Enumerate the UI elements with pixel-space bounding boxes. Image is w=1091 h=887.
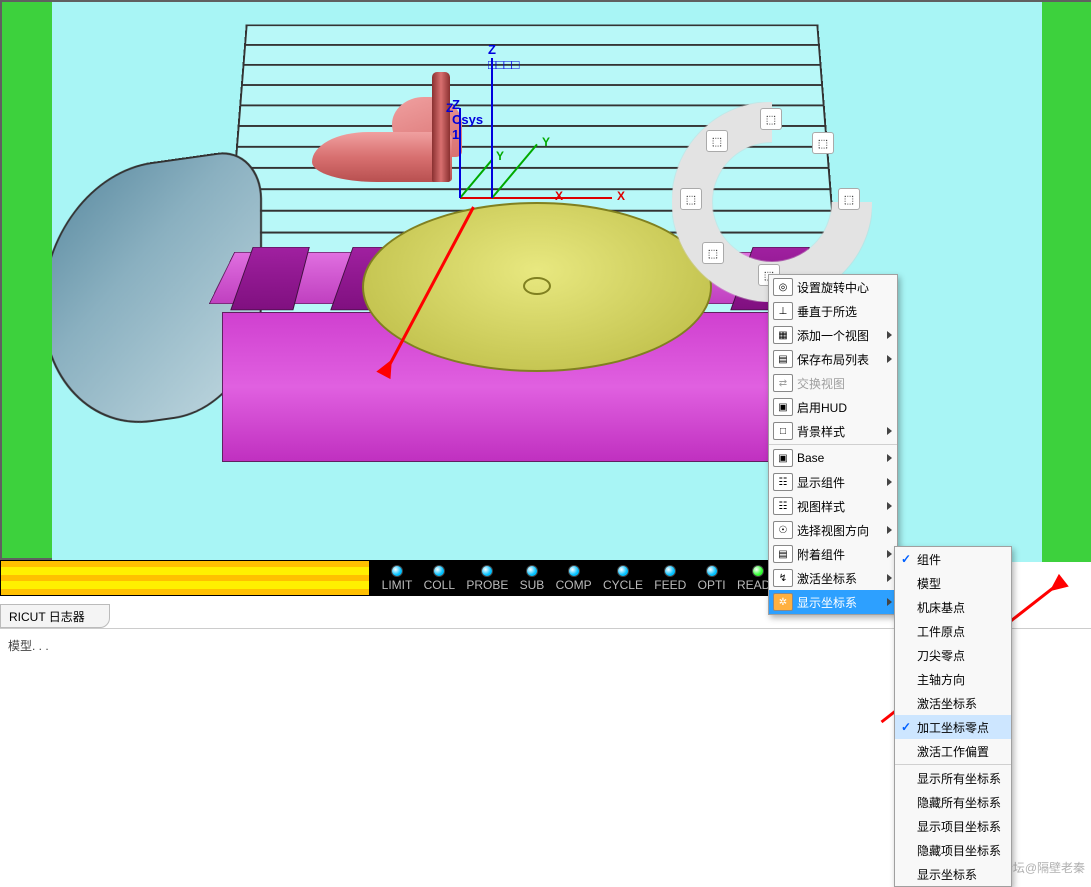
- submenu-item[interactable]: 加工坐标零点: [895, 715, 1011, 739]
- menu-item[interactable]: ↯激活坐标系: [769, 566, 897, 590]
- led-panel: LIMITCOLLPROBESUBCOMPCYCLEFEEDOPTIREADY: [370, 560, 790, 596]
- submenu-item[interactable]: 主轴方向: [895, 667, 1011, 691]
- ring-icon[interactable]: ⬚: [680, 188, 702, 210]
- ring-icon[interactable]: ⬚: [702, 242, 724, 264]
- submenu-item[interactable]: 模型: [895, 571, 1011, 595]
- turntable-disc: [362, 202, 712, 372]
- context-submenu-csys[interactable]: 组件模型机床基点工件原点刀尖零点主轴方向激活坐标系加工坐标零点激活工作偏置显示所…: [894, 546, 1012, 887]
- right-frame-bar: [1042, 2, 1091, 562]
- ring-icon[interactable]: ⬚: [812, 132, 834, 154]
- ring-icon[interactable]: ⬚: [706, 130, 728, 152]
- ring-icon[interactable]: ⬚: [760, 108, 782, 130]
- warning-stripe: [0, 560, 370, 596]
- submenu-item[interactable]: 工件原点: [895, 619, 1011, 643]
- menu-item[interactable]: □背景样式: [769, 419, 897, 443]
- menu-item[interactable]: ▤附着组件: [769, 542, 897, 566]
- menu-item[interactable]: ☉选择视图方向: [769, 518, 897, 542]
- status-led-coll: COLL: [424, 565, 455, 592]
- status-led-probe: PROBE: [466, 565, 508, 592]
- menu-item[interactable]: ▤保存布局列表: [769, 347, 897, 371]
- log-tab[interactable]: RICUT 日志器: [0, 604, 110, 628]
- radial-menu[interactable]: ⬚ ⬚ ⬚ ⬚ ⬚ ⬚ ⬚: [672, 102, 872, 302]
- status-led-feed: FEED: [654, 565, 686, 592]
- submenu-item[interactable]: 激活坐标系: [895, 691, 1011, 715]
- csys-label: Z Csys 1: [452, 97, 492, 142]
- submenu-item[interactable]: 隐藏项目坐标系: [895, 838, 1011, 862]
- submenu-item[interactable]: 组件: [895, 547, 1011, 571]
- submenu-item[interactable]: 激活工作偏置: [895, 739, 1011, 763]
- z-axis-label: Z □□□□: [488, 42, 519, 72]
- menu-item[interactable]: ▦添加一个视图: [769, 323, 897, 347]
- menu-item[interactable]: ▣Base: [769, 446, 897, 470]
- menu-item[interactable]: ☷视图样式: [769, 494, 897, 518]
- submenu-item[interactable]: 刀尖零点: [895, 643, 1011, 667]
- submenu-item[interactable]: 机床基点: [895, 595, 1011, 619]
- ring-icon[interactable]: ⬚: [838, 188, 860, 210]
- menu-item[interactable]: ⇄交换视图: [769, 371, 897, 395]
- menu-item[interactable]: ☷显示组件: [769, 470, 897, 494]
- status-led-cycle: CYCLE: [603, 565, 643, 592]
- viewport-frame: X Y Z X Y Z □□□□ Z Csys 1 ⬚ ⬚ ⬚ ⬚ ⬚ ⬚ ⬚: [0, 0, 1091, 560]
- menu-item[interactable]: ✲显示坐标系: [769, 590, 897, 614]
- context-menu-main[interactable]: ◎设置旋转中心⊥垂直于所选▦添加一个视图▤保存布局列表⇄交换视图▣启用HUD□背…: [768, 274, 898, 615]
- menu-item[interactable]: ▣启用HUD: [769, 395, 897, 419]
- status-led-opti: OPTI: [698, 565, 726, 592]
- submenu-item[interactable]: 显示所有坐标系: [895, 766, 1011, 790]
- submenu-item[interactable]: 显示坐标系: [895, 862, 1011, 886]
- status-led-sub: SUB: [520, 565, 545, 592]
- submenu-item[interactable]: 隐藏所有坐标系: [895, 790, 1011, 814]
- axis-x-label: X: [555, 189, 563, 203]
- status-led-limit: LIMIT: [382, 565, 413, 592]
- menu-item[interactable]: ◎设置旋转中心: [769, 275, 897, 299]
- submenu-item[interactable]: 显示项目坐标系: [895, 814, 1011, 838]
- menu-item[interactable]: ⊥垂直于所选: [769, 299, 897, 323]
- log-line: 模型. . .: [8, 639, 49, 653]
- status-led-comp: COMP: [556, 565, 592, 592]
- axis-y-label: Y: [496, 149, 504, 163]
